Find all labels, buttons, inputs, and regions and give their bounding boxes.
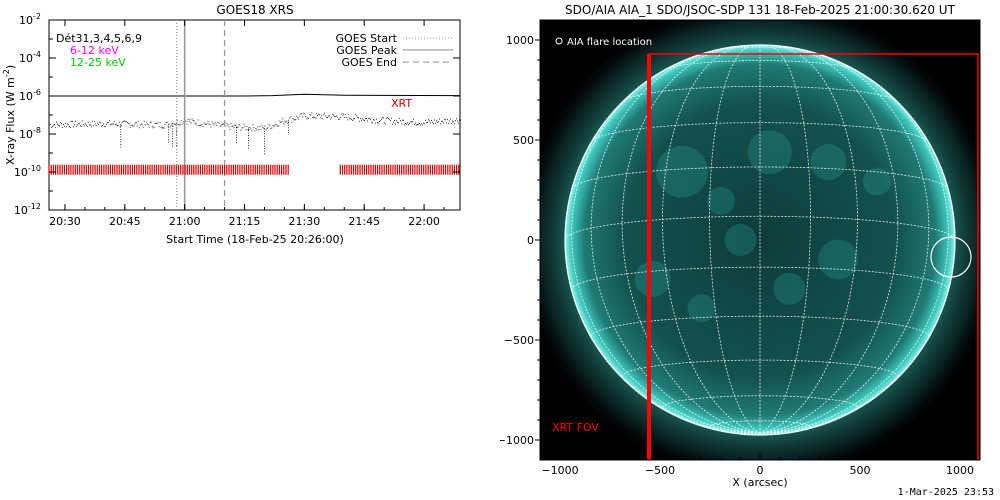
aia-x-tick-label: 0 xyxy=(757,464,764,477)
goes-ylabel-main: X-ray Flux (W m xyxy=(4,77,17,165)
y-tick-label: 10-4 xyxy=(19,50,41,65)
y-tick-label: 10-10 xyxy=(14,164,41,179)
y-tick-label: 10-6 xyxy=(19,88,41,103)
aia-x-tick-label: 500 xyxy=(850,464,871,477)
band-label-12-25: 12-25 keV xyxy=(70,56,126,69)
legend-goes-peak-label: GOES Peak xyxy=(336,44,397,57)
legend-flare-marker-icon xyxy=(555,37,563,45)
active-region xyxy=(810,144,847,180)
active-region xyxy=(634,261,671,297)
active-region xyxy=(656,145,708,198)
aia-x-tick-label: −1000 xyxy=(541,464,578,477)
aia-legend-text: AIA flare location xyxy=(567,37,652,48)
active-region xyxy=(707,187,735,215)
goes-ylabel-close: ) xyxy=(4,65,17,69)
goes-title: GOES18 XRS xyxy=(216,3,293,17)
active-region xyxy=(818,239,858,280)
aia-title: SDO/AIA AIA_1 SDO/JSOC-SDP 131 18-Feb-20… xyxy=(565,3,956,17)
active-region xyxy=(863,167,891,196)
x-tick-label: 21:30 xyxy=(289,215,321,228)
goes-axes: 20:30 20:45 21:00 21:15 21:30 21:45 22:00 10-12… xyxy=(14,12,460,228)
legend-goes-end-label: GOES End xyxy=(341,56,397,69)
xrt-fov-label: XRT FOV xyxy=(552,421,599,434)
x-tick-label: 20:45 xyxy=(109,215,141,228)
y-tick-label: 10-2 xyxy=(19,12,41,27)
aia-y-tick-label: −500 xyxy=(504,334,534,347)
active-region xyxy=(747,130,792,175)
x-tick-label: 21:00 xyxy=(169,215,201,228)
aia-y-tick-label: 500 xyxy=(513,134,534,147)
footer-timestamp: 1-Mar-2025 23:53 xyxy=(897,487,994,498)
x-tick-label: 21:15 xyxy=(229,215,261,228)
goes-xlabel: Start Time (18-Feb-25 20:26:00) xyxy=(166,233,344,246)
goes-legend: GOES Start GOES Peak GOES End xyxy=(336,32,453,69)
aia-y-tick-label: −1000 xyxy=(500,434,534,447)
aia-x-tick-label: 1000 xyxy=(946,464,974,477)
grid-lines xyxy=(564,44,956,434)
band-label-6-12: 6-12 keV xyxy=(70,44,119,57)
aia-image-layer xyxy=(540,20,980,460)
xrt-coverage-marks xyxy=(48,164,460,175)
xrt-coverage-ticks xyxy=(48,164,460,175)
active-region xyxy=(724,224,757,256)
goes-short-channel-points xyxy=(49,112,461,132)
x-tick-label: 21:45 xyxy=(348,215,380,228)
goes-ylabel-sup: -2 xyxy=(2,69,11,77)
active-regions xyxy=(634,130,891,323)
aia-y-tick-label: 0 xyxy=(527,234,534,247)
goes-event-markers xyxy=(176,20,226,210)
goes-long-channel-line xyxy=(49,93,461,97)
flare-location-circle xyxy=(930,236,972,278)
x-tick-label: 22:00 xyxy=(408,215,440,228)
xrt-label: XRT xyxy=(391,97,412,110)
aia-image-chart: SDO/AIA AIA_1 SDO/JSOC-SDP 131 18-Feb-20… xyxy=(500,3,981,489)
goes-date-line: Dét31,3,4,5,6,9 xyxy=(56,32,142,45)
aia-xlabel: X (arcsec) xyxy=(732,476,787,489)
heliographic-grid xyxy=(564,44,956,434)
goes-xrs-chart: GOES18 XRS 20:30 20:45 21:00 21:15 21:30 21:4… xyxy=(2,3,461,246)
goes-dropouts xyxy=(120,119,289,155)
y-tick-label: 10-8 xyxy=(19,126,41,141)
legend-goes-start-label: GOES Start xyxy=(336,32,398,45)
aia-y-tick-label: 1000 xyxy=(506,34,534,47)
x-tick-label: 20:30 xyxy=(49,215,81,228)
aia-x-tick-label: −500 xyxy=(645,464,675,477)
solar-limb xyxy=(564,44,956,436)
active-region xyxy=(687,294,716,323)
y-tick-label: 10-12 xyxy=(14,202,41,217)
goes-series-layer xyxy=(49,93,461,155)
aia-axes: −1000 −500 0 500 1000 −1000 −500 0 500 1000 xyxy=(500,34,974,477)
active-region xyxy=(773,272,806,305)
goes-ylabel: X-ray Flux (W m-2) xyxy=(2,65,17,165)
